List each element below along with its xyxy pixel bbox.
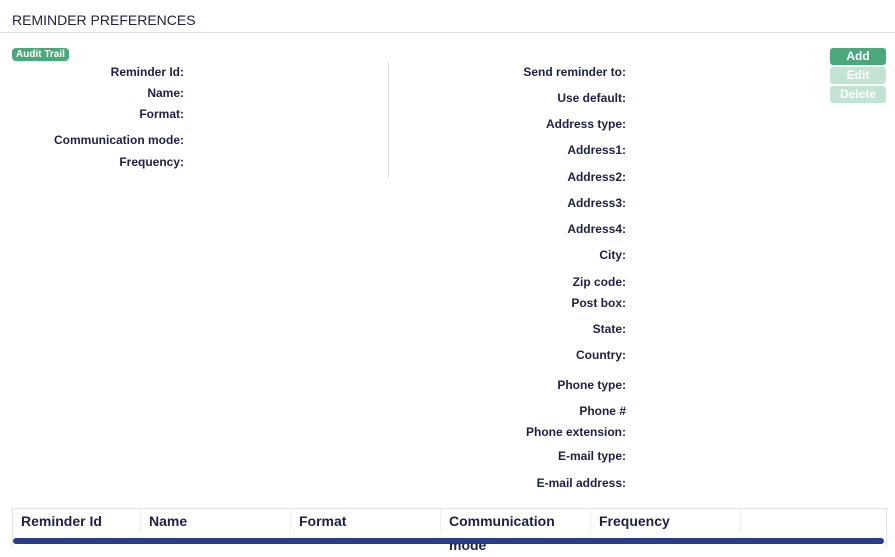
field-label: Address3: bbox=[567, 196, 626, 210]
field-label: Reminder Id: bbox=[110, 65, 184, 79]
field-label: Send reminder to: bbox=[523, 65, 626, 79]
page-title: REMINDER PREFERENCES bbox=[12, 12, 196, 28]
field-label: Address type: bbox=[545, 117, 626, 131]
delete-button[interactable]: Delete bbox=[830, 86, 886, 103]
field-label: Frequency: bbox=[119, 155, 184, 169]
field-label: Country: bbox=[576, 348, 626, 362]
column-divider bbox=[388, 62, 389, 178]
field-label: Name: bbox=[147, 86, 184, 100]
divider bbox=[0, 32, 895, 33]
field-label: City: bbox=[599, 248, 626, 262]
field-label: Format: bbox=[139, 107, 184, 121]
audit-trail-button[interactable]: Audit Trail bbox=[12, 48, 69, 61]
field-label: Zip code: bbox=[572, 275, 626, 289]
field-label: Address4: bbox=[567, 222, 626, 236]
column-header[interactable]: Communication mode bbox=[441, 509, 591, 553]
field-label: Phone extension: bbox=[525, 425, 626, 439]
field-label: Communication mode: bbox=[53, 133, 184, 147]
field-label: State: bbox=[592, 322, 626, 336]
column-header[interactable]: Name bbox=[141, 509, 291, 533]
field-label: E-mail address: bbox=[536, 476, 626, 490]
field-label: Post box: bbox=[571, 296, 626, 310]
horizontal-scrollbar[interactable] bbox=[13, 538, 884, 544]
column-header[interactable]: Format bbox=[291, 509, 441, 533]
column-header[interactable]: Frequency bbox=[591, 509, 741, 533]
field-label: Address1: bbox=[567, 143, 626, 157]
field-label: Phone type: bbox=[557, 378, 626, 392]
reminders-table: Reminder Id Name Format Communication mode F… bbox=[12, 508, 887, 553]
field-label: E-mail type: bbox=[557, 449, 626, 463]
column-header[interactable]: Reminder Id bbox=[13, 509, 141, 533]
field-label: Phone # bbox=[579, 404, 626, 418]
edit-button[interactable]: Edit bbox=[830, 67, 886, 84]
field-label: Address2: bbox=[567, 170, 626, 184]
add-button[interactable]: Add bbox=[830, 48, 886, 65]
field-label: Use default: bbox=[557, 91, 626, 105]
